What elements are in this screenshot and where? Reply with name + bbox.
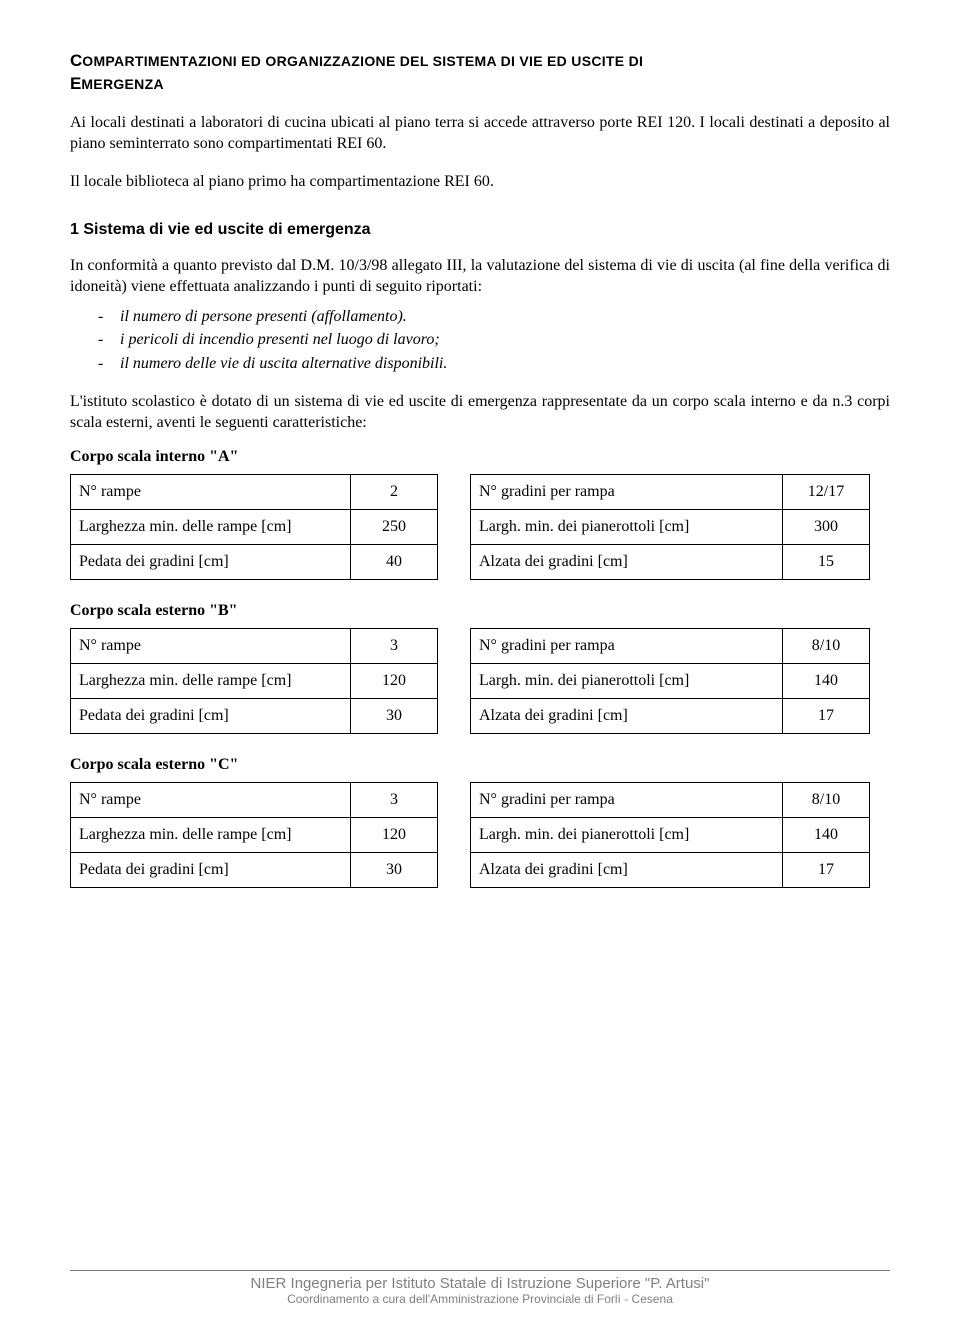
cell-label: N° gradini per rampa <box>471 474 783 509</box>
cell-value: 30 <box>351 852 438 887</box>
cell-value: 8/10 <box>783 628 870 663</box>
cell-label: Largh. min. dei pianerottoli [cm] <box>471 663 783 698</box>
table-a-title: Corpo scala interno "A" <box>70 448 890 466</box>
table-b-right: N° gradini per rampa8/10 Largh. min. dei… <box>470 628 870 734</box>
cell-label: N° rampe <box>71 474 351 509</box>
cell-value: 3 <box>351 628 438 663</box>
heading-cap-2: E <box>70 74 81 93</box>
cell-value: 30 <box>351 698 438 733</box>
heading-rest-1: OMPARTIMENTAZIONI ED ORGANIZZAZIONE DEL … <box>82 53 643 69</box>
cell-label: Pedata dei gradini [cm] <box>71 852 351 887</box>
cell-value: 250 <box>351 509 438 544</box>
cell-value: 140 <box>783 663 870 698</box>
table-b-row: N° rampe3 Larghezza min. delle rampe [cm… <box>70 628 890 734</box>
table-a-row: N° rampe2 Larghezza min. delle rampe [cm… <box>70 474 890 580</box>
paragraph-3: In conformità a quanto previsto dal D.M.… <box>70 255 890 298</box>
cell-label: N° gradini per rampa <box>471 628 783 663</box>
cell-label: Alzata dei gradini [cm] <box>471 544 783 579</box>
cell-value: 12/17 <box>783 474 870 509</box>
table-c-left: N° rampe3 Larghezza min. delle rampe [cm… <box>70 782 438 888</box>
list-item: il numero di persone presenti (affollame… <box>98 306 890 328</box>
cell-value: 140 <box>783 817 870 852</box>
footer-line-2: Coordinamento a cura dell'Amministrazion… <box>70 1292 890 1306</box>
table-b-left: N° rampe3 Larghezza min. delle rampe [cm… <box>70 628 438 734</box>
paragraph-4: L'istituto scolastico è dotato di un sis… <box>70 391 890 434</box>
cell-label: Alzata dei gradini [cm] <box>471 852 783 887</box>
cell-label: N° rampe <box>71 628 351 663</box>
paragraph-1: Ai locali destinati a laboratori di cuci… <box>70 112 890 155</box>
table-c-title: Corpo scala esterno "C" <box>70 756 890 774</box>
bullet-list: il numero di persone presenti (affollame… <box>70 306 890 375</box>
cell-label: Pedata dei gradini [cm] <box>71 544 351 579</box>
cell-value: 17 <box>783 698 870 733</box>
cell-value: 300 <box>783 509 870 544</box>
table-c-right: N° gradini per rampa8/10 Largh. min. dei… <box>470 782 870 888</box>
cell-label: Pedata dei gradini [cm] <box>71 698 351 733</box>
table-a-right: N° gradini per rampa12/17 Largh. min. de… <box>470 474 870 580</box>
section-1-heading: 1 Sistema di vie ed uscite di emergenza <box>70 221 890 239</box>
cell-label: N° rampe <box>71 782 351 817</box>
heading-rest-2: MERGENZA <box>81 76 164 92</box>
cell-label: Larghezza min. delle rampe [cm] <box>71 817 351 852</box>
cell-value: 3 <box>351 782 438 817</box>
table-a-left: N° rampe2 Larghezza min. delle rampe [cm… <box>70 474 438 580</box>
cell-value: 15 <box>783 544 870 579</box>
cell-value: 120 <box>351 663 438 698</box>
table-b-title: Corpo scala esterno "B" <box>70 602 890 620</box>
paragraph-2: Il locale biblioteca al piano primo ha c… <box>70 171 890 193</box>
cell-label: Larghezza min. delle rampe [cm] <box>71 509 351 544</box>
cell-label: Alzata dei gradini [cm] <box>471 698 783 733</box>
cell-value: 8/10 <box>783 782 870 817</box>
cell-value: 17 <box>783 852 870 887</box>
list-item: i pericoli di incendio presenti nel luog… <box>98 329 890 351</box>
cell-value: 2 <box>351 474 438 509</box>
main-heading: COMPARTIMENTAZIONI ED ORGANIZZAZIONE DEL… <box>70 50 890 96</box>
list-item: il numero delle vie di uscita alternativ… <box>98 353 890 375</box>
cell-label: Largh. min. dei pianerottoli [cm] <box>471 509 783 544</box>
cell-value: 120 <box>351 817 438 852</box>
footer-line-1: NIER Ingegneria per Istituto Statale di … <box>70 1275 890 1292</box>
cell-label: Largh. min. dei pianerottoli [cm] <box>471 817 783 852</box>
cell-label: N° gradini per rampa <box>471 782 783 817</box>
cell-value: 40 <box>351 544 438 579</box>
heading-cap-1: C <box>70 51 82 70</box>
page-footer: NIER Ingegneria per Istituto Statale di … <box>70 1270 890 1306</box>
cell-label: Larghezza min. delle rampe [cm] <box>71 663 351 698</box>
table-c-row: N° rampe3 Larghezza min. delle rampe [cm… <box>70 782 890 888</box>
